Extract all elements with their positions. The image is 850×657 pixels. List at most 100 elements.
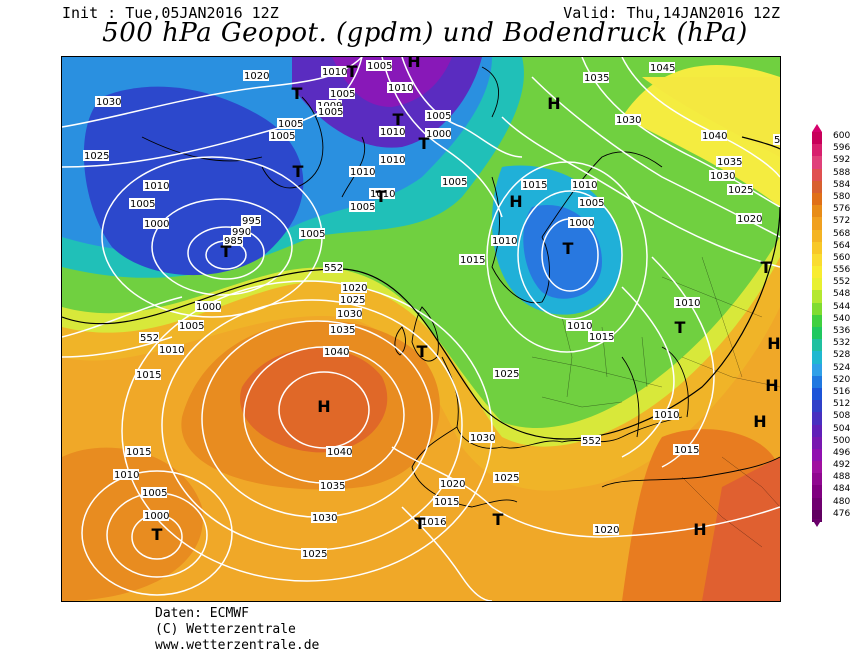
isobar-label: 1040: [702, 131, 727, 142]
isobar-label: 1035: [584, 73, 609, 84]
isobar-label: 1005: [142, 488, 167, 499]
isobar-label: 1010: [114, 470, 139, 481]
footer-url: www.wetterzentrale.de: [155, 638, 320, 653]
isobar-label-bg: [349, 166, 375, 177]
legend-swatch: [812, 180, 822, 193]
isobar-label: 1005: [130, 199, 155, 210]
isobar-label-bg: [323, 262, 343, 273]
isobar-label-bg: [566, 320, 592, 331]
isobar-label-bg: [223, 235, 243, 246]
isobar-label: 1015: [460, 255, 485, 266]
legend-swatch: [812, 168, 822, 181]
legend-value: 488: [833, 472, 850, 483]
legend-value: 516: [833, 386, 850, 397]
legend-value: 504: [833, 423, 850, 434]
isobar-label: 1010: [380, 155, 405, 166]
isobar-label-bg: [231, 226, 251, 237]
isobar-label-bg: [317, 106, 343, 117]
legend-entry: 556: [812, 265, 850, 279]
isobar-label-bg: [113, 469, 139, 480]
legend-swatch: [812, 461, 822, 474]
isobar-label: 990: [232, 227, 251, 238]
isobar-label: 1045: [650, 63, 675, 74]
isobar-label: 1035: [717, 157, 742, 168]
legend-swatch: [812, 448, 822, 462]
isobar-label: 1025: [302, 549, 327, 560]
isobar-label-bg: [277, 118, 303, 129]
isobar-label: 1035: [330, 325, 355, 336]
isobar-label-bg: [571, 179, 597, 190]
legend-entry: 548: [812, 289, 850, 303]
legend-entry: 508: [812, 411, 850, 425]
isobar-label-bg: [366, 60, 392, 71]
legend-entry: 476: [812, 508, 850, 522]
legend-value: 560: [833, 252, 850, 263]
isobar-label: 1010: [388, 83, 413, 94]
legend-entry: 492: [812, 460, 850, 474]
low-pressure-center: T: [419, 134, 430, 153]
legend-swatch: [812, 375, 822, 388]
isobar-label: 1005: [179, 321, 204, 332]
isobar-label: 985: [224, 236, 243, 247]
legend-value: 552: [833, 277, 850, 288]
legend-swatch: [812, 253, 822, 267]
isobar-label: 1015: [126, 447, 151, 458]
legend-entry: 496: [812, 448, 850, 462]
isobar-label: 1010: [654, 410, 679, 421]
legend-entry: 500: [812, 436, 850, 449]
isobar-label-bg: [379, 154, 405, 165]
isobar-label: 1015: [434, 497, 459, 508]
isobar-label-bg: [615, 114, 641, 125]
isobar-label: 1040: [327, 447, 352, 458]
isobar-label-bg: [323, 346, 349, 357]
isobar-label-bg: [301, 548, 327, 559]
isobar-label-bg: [139, 332, 159, 343]
high-pressure-center: H: [765, 376, 778, 395]
isobar-label: 1010: [159, 345, 184, 356]
isobar-label-bg: [649, 62, 675, 73]
isobar-label-bg: [158, 344, 184, 355]
isobar-label: 1005: [318, 107, 343, 118]
legend-value: 524: [833, 362, 850, 373]
legend-swatch: [812, 509, 822, 522]
low-pressure-center: T: [493, 510, 504, 529]
isobar-label-bg: [341, 282, 367, 293]
legend-swatch: [812, 229, 822, 242]
isobar-label: 1015: [522, 180, 547, 191]
legend-value: 476: [833, 508, 850, 519]
low-pressure-center: T: [393, 110, 404, 129]
isobar-label: 1020: [594, 525, 619, 536]
low-pressure-center: T: [563, 239, 574, 258]
low-pressure-center: T: [761, 258, 772, 277]
low-pressure-center: T: [417, 342, 428, 361]
legend-entry: 536: [812, 326, 850, 340]
high-pressure-center: H: [509, 192, 522, 211]
isobar-label: 1020: [342, 283, 367, 294]
isobar-label-bg: [135, 369, 161, 380]
isobar-label-bg: [387, 82, 413, 93]
legend-value: 532: [833, 338, 850, 349]
legend-entry: 560: [812, 252, 850, 267]
legend-value: 492: [833, 460, 850, 471]
high-pressure-center: H: [753, 412, 766, 431]
legend-swatch: [812, 290, 822, 303]
legend-value: 556: [833, 265, 850, 276]
field-orange-sw: [62, 447, 203, 601]
legend-entry: 524: [812, 362, 850, 376]
isobar-label: 1020: [440, 479, 465, 490]
legend-swatch: [812, 412, 822, 425]
isobar-label: 1000: [144, 511, 169, 522]
isobar-label: 1005: [442, 177, 467, 188]
isobar-label-bg: [653, 409, 679, 420]
legend-entry: 576: [812, 204, 850, 218]
legend-value: 536: [833, 326, 850, 336]
isobar-label: 1010: [350, 167, 375, 178]
legend-swatch: [812, 400, 822, 413]
legend-value: 528: [833, 350, 850, 361]
isobar-label-bg: [521, 179, 547, 190]
legend-swatch: [812, 424, 822, 437]
isobar-label-bg: [425, 110, 451, 121]
isobar-label: 1025: [340, 295, 365, 306]
legend-entry: 528: [812, 350, 850, 364]
